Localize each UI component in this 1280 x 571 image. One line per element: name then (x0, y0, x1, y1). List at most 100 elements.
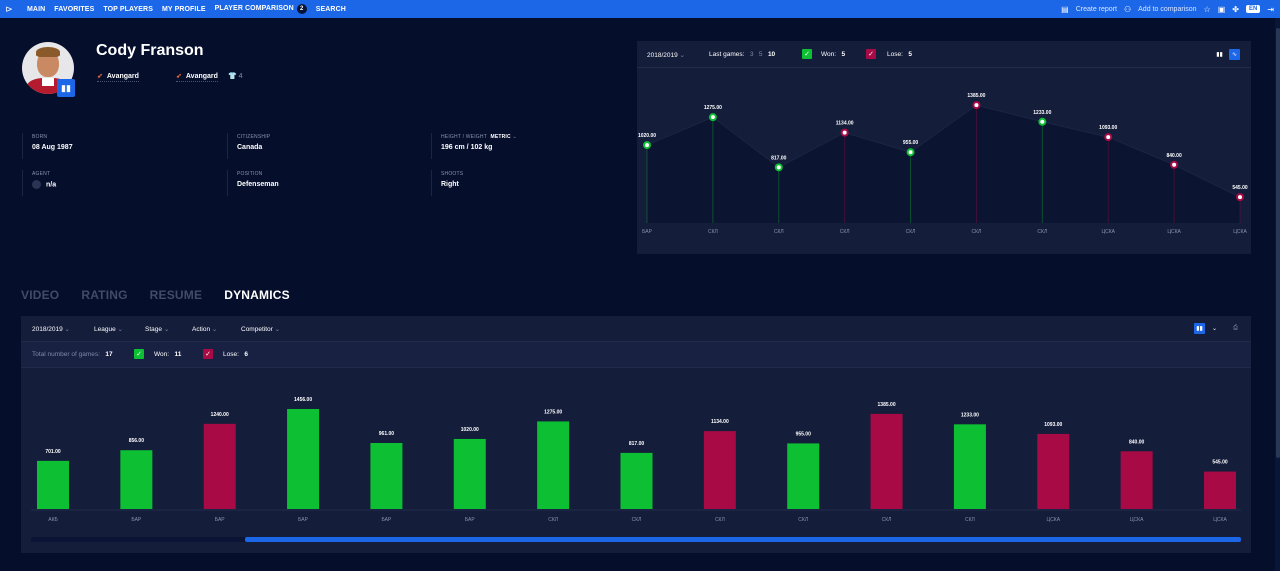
metric-selector[interactable]: Metric (490, 134, 511, 140)
logout-icon[interactable]: ⇥ (1267, 4, 1274, 14)
line-chart-tick-label: СКЛ (1037, 229, 1047, 235)
line-chart-toggle-icon[interactable]: ⌄ (1211, 326, 1218, 332)
nav-player-comparison[interactable]: PLAYER COMPARISON 2 (215, 4, 307, 14)
bar-chart-toggle-icon[interactable]: ▮▮ (1216, 52, 1223, 58)
info-divider (431, 133, 432, 159)
last-games-option-active[interactable]: 10 (767, 51, 776, 58)
bar-chart-data-label: 1275.00 (544, 409, 562, 415)
won-value: 11 (174, 351, 182, 358)
bar-chart-bar (370, 442, 403, 509)
bar-chart-data-label: 961.00 (379, 431, 395, 437)
team-logo-icon: ➶ (97, 73, 103, 80)
lose-label: Lose: (223, 351, 239, 358)
last-games-option[interactable]: 3 (749, 51, 754, 58)
nav-top-players[interactable]: TOP PLAYERS (103, 5, 153, 13)
puzzle-icon[interactable]: ✤ (1232, 4, 1239, 14)
height-weight-label: HEIGHT / WEIGHT Metric ⌄ (441, 134, 517, 140)
line-chart: 1020.00 БАР 1275.00 СКЛ 817.00 СКЛ 1134.00 СКЛ 9… (638, 93, 1248, 235)
print-icon[interactable]: ⎙ (1233, 325, 1238, 331)
league-filter[interactable]: League ⌄ (94, 325, 123, 333)
bar-chart-tick-label: БАР (215, 517, 226, 523)
star-icon[interactable]: ☆ (1203, 4, 1211, 14)
page-scrollbar[interactable] (1275, 18, 1280, 571)
won-checkbox[interactable]: ✓ (802, 49, 812, 59)
line-chart-data-label: 1233.00 (1033, 110, 1051, 116)
line-chart-point (1104, 133, 1113, 142)
line-chart-data-label: 545.00 (1232, 185, 1248, 191)
won-label: Won: (821, 51, 837, 58)
logo-icon[interactable]: ⊳ (5, 3, 13, 14)
line-chart-series (646, 104, 1241, 198)
tab-rating[interactable]: RATING (81, 288, 128, 302)
chevron-down-icon: ⌄ (679, 52, 685, 59)
jersey-count: 👕 4 (228, 72, 243, 80)
competitor-filter[interactable]: Competitor ⌄ (241, 325, 280, 333)
bar-chart-data-label: 840.00 (1129, 439, 1145, 445)
chat-icon[interactable]: ▣ (1217, 4, 1226, 14)
team-link-2[interactable]: ➶ Avangard (176, 72, 218, 82)
team-link-1[interactable]: ➶ Avangard (97, 72, 139, 82)
comparison-count-badge: 2 (296, 4, 307, 14)
won-checkbox[interactable]: ✓ (134, 349, 144, 359)
lose-label: Lose: (887, 51, 903, 58)
team-name-2: Avangard (185, 73, 218, 80)
line-chart-toggle-icon[interactable]: ∿ (1229, 49, 1240, 60)
nav-main[interactable]: MAIN (27, 5, 46, 13)
chevron-down-icon: ⌄ (163, 326, 170, 333)
lose-value: 5 (908, 51, 912, 58)
bar-chart-data-label: 817.00 (629, 441, 645, 447)
bar-chart-tick-label: СКЛ (715, 517, 725, 523)
nav-search[interactable]: SEARCH (315, 5, 346, 13)
avatar-collar (42, 78, 54, 86)
nav-favorites[interactable]: FAVORITES (54, 5, 95, 13)
season-value: 2018/2019 (32, 326, 63, 333)
bar-chart-bar (1120, 451, 1153, 509)
last-games-option[interactable]: 5 (758, 51, 763, 58)
lose-checkbox[interactable]: ✓ (866, 49, 876, 59)
stats-chart-icon[interactable]: ▮▮ (57, 79, 75, 97)
lose-checkbox[interactable]: ✓ (203, 349, 213, 359)
tab-dynamics[interactable]: DYNAMICS (224, 288, 290, 302)
bar-chart-bar (953, 424, 986, 509)
agent-label: AGENT (32, 171, 51, 177)
chart-scroll-thumb[interactable] (245, 537, 1241, 542)
tab-resume[interactable]: RESUME (149, 288, 203, 302)
jersey-count-value: 4 (238, 73, 243, 80)
won-label: Won: (154, 351, 170, 358)
last-games-selector: Last games: 3 5 10 (709, 51, 775, 58)
shoots-value: Right (441, 181, 459, 188)
league-filter-label: League (94, 326, 116, 333)
agent-name: n/a (46, 181, 57, 189)
tab-video[interactable]: VIDEO (21, 288, 60, 302)
chevron-down-icon: ⌄ (64, 326, 70, 333)
page-scrollbar-thumb[interactable] (1276, 28, 1280, 458)
add-to-comparison-link[interactable]: Add to comparison (1138, 5, 1197, 13)
report-icon[interactable]: ▤ (1061, 4, 1069, 14)
bar-chart-bar (203, 423, 236, 509)
create-report-link[interactable]: Create report (1075, 5, 1117, 13)
bar-chart-tick-label: СКЛ (798, 517, 808, 523)
agent-value: n/a (32, 180, 56, 189)
user-add-icon[interactable]: ⚇ (1123, 4, 1132, 14)
line-chart-tick-label: ЦСКА (1233, 229, 1247, 235)
language-selector[interactable]: EN (1245, 5, 1261, 13)
team-name-1: Avangard (106, 73, 139, 80)
action-filter[interactable]: Action ⌄ (192, 325, 217, 333)
chevron-down-icon: ⌄ (274, 326, 281, 333)
bar-chart-bar (787, 443, 820, 509)
nav-my-profile[interactable]: MY PROFILE (161, 5, 206, 13)
bar-chart-toggle-icon[interactable]: ▮▮ (1194, 323, 1205, 334)
line-chart-point (708, 113, 717, 122)
season-select[interactable]: 2018/2019 ⌄ (32, 325, 70, 333)
line-chart-tick-label: СКЛ (840, 229, 850, 235)
line-chart-point (643, 141, 651, 150)
total-games-label: Total number of games: (32, 351, 100, 358)
competitor-filter-label: Competitor (241, 326, 273, 333)
season-select[interactable]: 2018/2019 ⌄ (647, 51, 685, 59)
chevron-down-icon[interactable]: ⌄ (512, 134, 517, 140)
season-value: 2018/2019 (647, 52, 678, 59)
stage-filter[interactable]: Stage ⌄ (145, 325, 169, 333)
lose-value: 6 (244, 351, 248, 358)
line-chart-tick-label: СКЛ (972, 229, 982, 235)
line-chart-data-label: 1020.00 (638, 133, 656, 139)
